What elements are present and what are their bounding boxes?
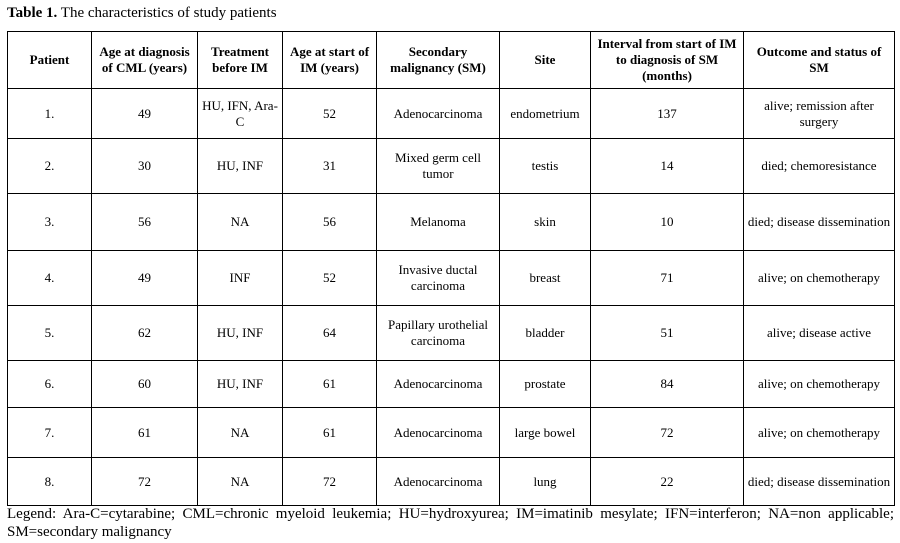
cell-age-at-diagnosis: 61 [91, 407, 198, 458]
table-caption: Table 1. The characteristics of study pa… [7, 3, 277, 23]
cell-age-at-start: 61 [282, 407, 377, 458]
table-row: 3. 56 NA 56 Melanoma skin 10 died; disea… [7, 193, 895, 251]
cell-patient: 3. [7, 193, 92, 251]
cell-site: endometrium [499, 88, 591, 139]
header-site: Site [499, 31, 591, 89]
patients-table: Patient Age at diagnosis of CML (years) … [7, 31, 895, 506]
cell-interval: 84 [590, 360, 744, 408]
cell-age-at-start: 52 [282, 88, 377, 139]
cell-interval: 10 [590, 193, 744, 251]
cell-site: lung [499, 457, 591, 506]
header-age-at-diagnosis: Age at diagnosis of CML (years) [91, 31, 198, 89]
table-row: 1. 49 HU, IFN, Ara-C 52 Adenocarcinoma e… [7, 88, 895, 139]
cell-age-at-diagnosis: 49 [91, 88, 198, 139]
cell-treatment: NA [197, 457, 283, 506]
cell-site: large bowel [499, 407, 591, 458]
cell-malignancy: Adenocarcinoma [376, 88, 500, 139]
cell-age-at-diagnosis: 56 [91, 193, 198, 251]
cell-treatment: HU, INF [197, 360, 283, 408]
cell-treatment: INF [197, 250, 283, 306]
header-row: Patient Age at diagnosis of CML (years) … [7, 31, 895, 89]
cell-malignancy: Adenocarcinoma [376, 457, 500, 506]
cell-age-at-diagnosis: 49 [91, 250, 198, 306]
cell-malignancy: Melanoma [376, 193, 500, 251]
cell-interval: 22 [590, 457, 744, 506]
table-row: 8. 72 NA 72 Adenocarcinoma lung 22 died;… [7, 457, 895, 506]
table-caption-label: Table 1. [7, 5, 58, 21]
cell-age-at-diagnosis: 30 [91, 138, 198, 194]
header-secondary-malignancy: Secondary malignancy (SM) [376, 31, 500, 89]
cell-outcome: alive; disease active [743, 305, 895, 361]
cell-outcome: alive; on chemotherapy [743, 360, 895, 408]
cell-age-at-diagnosis: 72 [91, 457, 198, 506]
cell-malignancy: Invasive ductal carcinoma [376, 250, 500, 306]
table-row: 2. 30 HU, INF 31 Mixed germ cell tumor t… [7, 138, 895, 194]
cell-age-at-start: 61 [282, 360, 377, 408]
table-legend: Legend: Ara-C=cytarabine; CML=chronic my… [7, 506, 894, 540]
cell-age-at-start: 52 [282, 250, 377, 306]
cell-malignancy: Papillary urothelial carcinoma [376, 305, 500, 361]
cell-site: skin [499, 193, 591, 251]
cell-interval: 14 [590, 138, 744, 194]
cell-age-at-diagnosis: 60 [91, 360, 198, 408]
header-interval: Interval from start of IM to diagnosis o… [590, 31, 744, 89]
cell-site: bladder [499, 305, 591, 361]
cell-treatment: NA [197, 407, 283, 458]
cell-site: testis [499, 138, 591, 194]
cell-age-at-diagnosis: 62 [91, 305, 198, 361]
cell-patient: 6. [7, 360, 92, 408]
table-caption-text: The characteristics of study patients [57, 5, 277, 21]
cell-outcome: alive; on chemotherapy [743, 407, 895, 458]
cell-treatment: HU, INF [197, 305, 283, 361]
cell-site: breast [499, 250, 591, 306]
cell-site: prostate [499, 360, 591, 408]
cell-treatment: HU, INF [197, 138, 283, 194]
header-outcome: Outcome and status of SM [743, 31, 895, 89]
cell-outcome: alive; remission after surgery [743, 88, 895, 139]
cell-patient: 7. [7, 407, 92, 458]
header-treatment-before-im: Treatment before IM [197, 31, 283, 89]
table-row: 5. 62 HU, INF 64 Papillary urothelial ca… [7, 305, 895, 361]
cell-age-at-start: 56 [282, 193, 377, 251]
cell-age-at-start: 72 [282, 457, 377, 506]
cell-patient: 8. [7, 457, 92, 506]
cell-treatment: NA [197, 193, 283, 251]
header-age-at-start-im: Age at start of IM (years) [282, 31, 377, 89]
table-row: 7. 61 NA 61 Adenocarcinoma large bowel 7… [7, 407, 895, 458]
header-patient: Patient [7, 31, 92, 89]
cell-outcome: alive; on chemotherapy [743, 250, 895, 306]
cell-malignancy: Adenocarcinoma [376, 407, 500, 458]
cell-age-at-start: 31 [282, 138, 377, 194]
table-row: 6. 60 HU, INF 61 Adenocarcinoma prostate… [7, 360, 895, 408]
cell-outcome: died; disease dissemination [743, 193, 895, 251]
cell-treatment: HU, IFN, Ara-C [197, 88, 283, 139]
cell-interval: 71 [590, 250, 744, 306]
cell-interval: 72 [590, 407, 744, 458]
table-row: 4. 49 INF 52 Invasive ductal carcinoma b… [7, 250, 895, 306]
cell-patient: 2. [7, 138, 92, 194]
cell-interval: 51 [590, 305, 744, 361]
cell-malignancy: Adenocarcinoma [376, 360, 500, 408]
cell-patient: 1. [7, 88, 92, 139]
cell-age-at-start: 64 [282, 305, 377, 361]
cell-outcome: died; chemoresistance [743, 138, 895, 194]
cell-malignancy: Mixed germ cell tumor [376, 138, 500, 194]
cell-interval: 137 [590, 88, 744, 139]
cell-outcome: died; disease dissemination [743, 457, 895, 506]
cell-patient: 5. [7, 305, 92, 361]
cell-patient: 4. [7, 250, 92, 306]
